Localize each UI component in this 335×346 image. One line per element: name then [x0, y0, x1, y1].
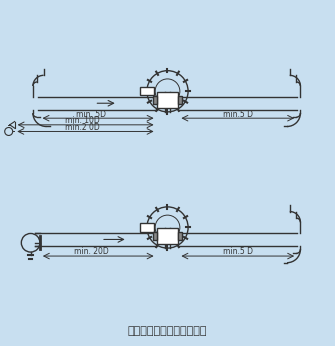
Bar	[153, 96, 157, 104]
Text: min. 20D: min. 20D	[74, 247, 109, 256]
Text: min. 10D: min. 10D	[65, 116, 99, 125]
Text: min. 5D: min. 5D	[76, 110, 107, 119]
Text: min.2 0D: min.2 0D	[65, 123, 99, 132]
Bar	[140, 87, 153, 95]
Bar	[157, 228, 178, 244]
Text: 弯管、阀门和泵之间的安装: 弯管、阀门和泵之间的安装	[128, 326, 207, 336]
Bar	[153, 232, 157, 240]
Text: min.5 D: min.5 D	[223, 110, 253, 119]
Bar	[178, 96, 182, 104]
Bar	[157, 92, 178, 108]
Text: min.5 D: min.5 D	[223, 247, 253, 256]
Bar	[140, 223, 153, 231]
Bar	[178, 232, 182, 240]
